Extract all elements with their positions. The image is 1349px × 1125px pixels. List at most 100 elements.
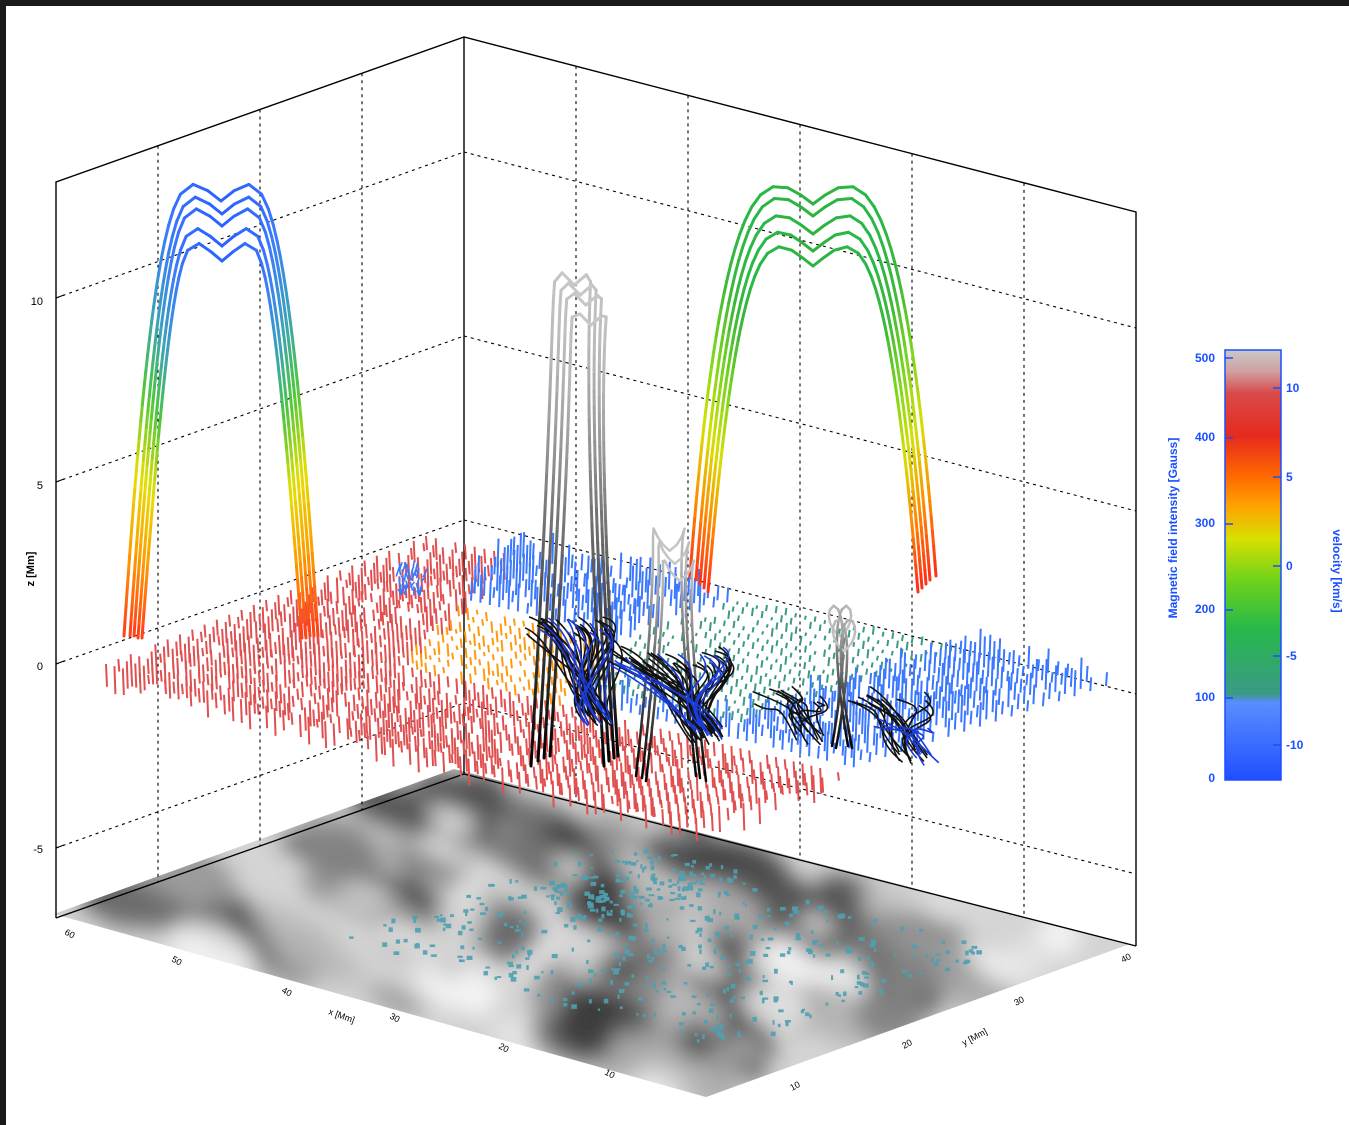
floor-contour-dot [894,953,897,957]
field-vector [419,653,423,667]
field-vector [530,579,534,607]
loop-strand [286,304,292,325]
loop-strand [138,591,143,610]
field-vector [729,685,733,695]
loop-strand [304,572,309,591]
floor-contour-dot [691,995,697,999]
field-vector [495,679,499,686]
field-vector [868,751,872,763]
floor-contour-dot [759,990,763,996]
field-line-gray [552,457,556,477]
field-vector [473,751,477,772]
field-vector [159,653,163,663]
loop-strand [910,350,916,369]
field-vector [332,608,336,626]
floor-contour-dot [925,954,929,958]
field-vector [797,670,801,677]
floor-contour-dot [648,959,653,963]
field-line-gray [693,765,698,778]
field-vector [491,670,495,677]
field-line-gray [535,643,540,664]
field-vector [432,681,436,700]
field-vector [891,675,895,698]
field-vector [854,667,858,690]
field-vector [531,622,535,633]
loop-strand [154,314,160,334]
loop-strand [694,484,700,503]
loop-strand [159,282,165,302]
field-line-gray [559,566,563,586]
field-vector [202,681,206,703]
field-vector [509,642,513,651]
field-line-gray [597,574,602,595]
field-line-gray [593,591,598,612]
field-vector [818,714,822,733]
loop-strand [273,250,280,270]
field-vector [673,567,677,599]
field-vector [519,660,522,667]
field-vector [228,614,232,627]
loop-strand [723,342,729,360]
field-vector [382,628,386,640]
field-vector [447,744,451,764]
loop-strand [733,314,740,331]
field-vector [813,634,817,639]
floor-contour-dot [550,894,556,897]
loop-strand [901,330,907,348]
field-vector [690,789,694,809]
field-vector [603,732,607,745]
field-vector [477,692,481,707]
field-vector [550,676,554,686]
field-vector [971,663,975,682]
field-vector [496,646,500,652]
field-vector [580,553,584,571]
loop-strand [180,248,190,266]
field-vector [521,755,525,771]
field-line-gray [542,740,547,760]
floor-contour-dot [653,948,656,951]
field-vector [412,560,416,567]
field-vector [641,724,645,736]
field-vector [279,684,283,704]
field-vector [568,723,572,745]
loop-strand [923,519,928,538]
field-vector [240,609,244,621]
field-line-gray [569,331,573,350]
field-vector [673,749,677,767]
field-line-gray [636,747,641,759]
floor-contour-dot [632,895,638,899]
floor-contour-dot [646,954,650,959]
colorbar-left-title: Magnetic field intensity [Gauss] [1166,438,1180,619]
field-vector [265,705,269,729]
field-line [526,633,613,719]
floor-blob [410,981,498,1026]
field-line-gray [540,557,545,578]
floor-contour-dot [515,879,519,883]
floor-contour-dot [589,854,594,857]
loop-strand [137,490,143,510]
field-vector [722,620,726,627]
field-vector [239,699,243,724]
loop-strand [905,436,911,453]
loop-strand [922,505,927,523]
field-vector [978,677,982,701]
grid-line [55,519,465,665]
field-vector [817,745,820,759]
loop-strand [167,319,173,337]
field-vector [197,688,201,703]
field-vector [766,695,770,703]
floor-contour-dot [607,932,610,936]
field-vector [652,626,656,635]
loop-strand [904,422,909,440]
field-vector [887,658,891,689]
loop-strand [874,287,881,304]
field-vector [291,695,295,708]
field-vector [442,725,446,749]
loop-strand [232,182,251,193]
field-vector [508,625,512,635]
field-vector [625,790,629,813]
field-vector [333,624,337,635]
floor-contour-dot [624,876,630,881]
field-line-gray [550,707,555,727]
field-vector [588,737,592,762]
